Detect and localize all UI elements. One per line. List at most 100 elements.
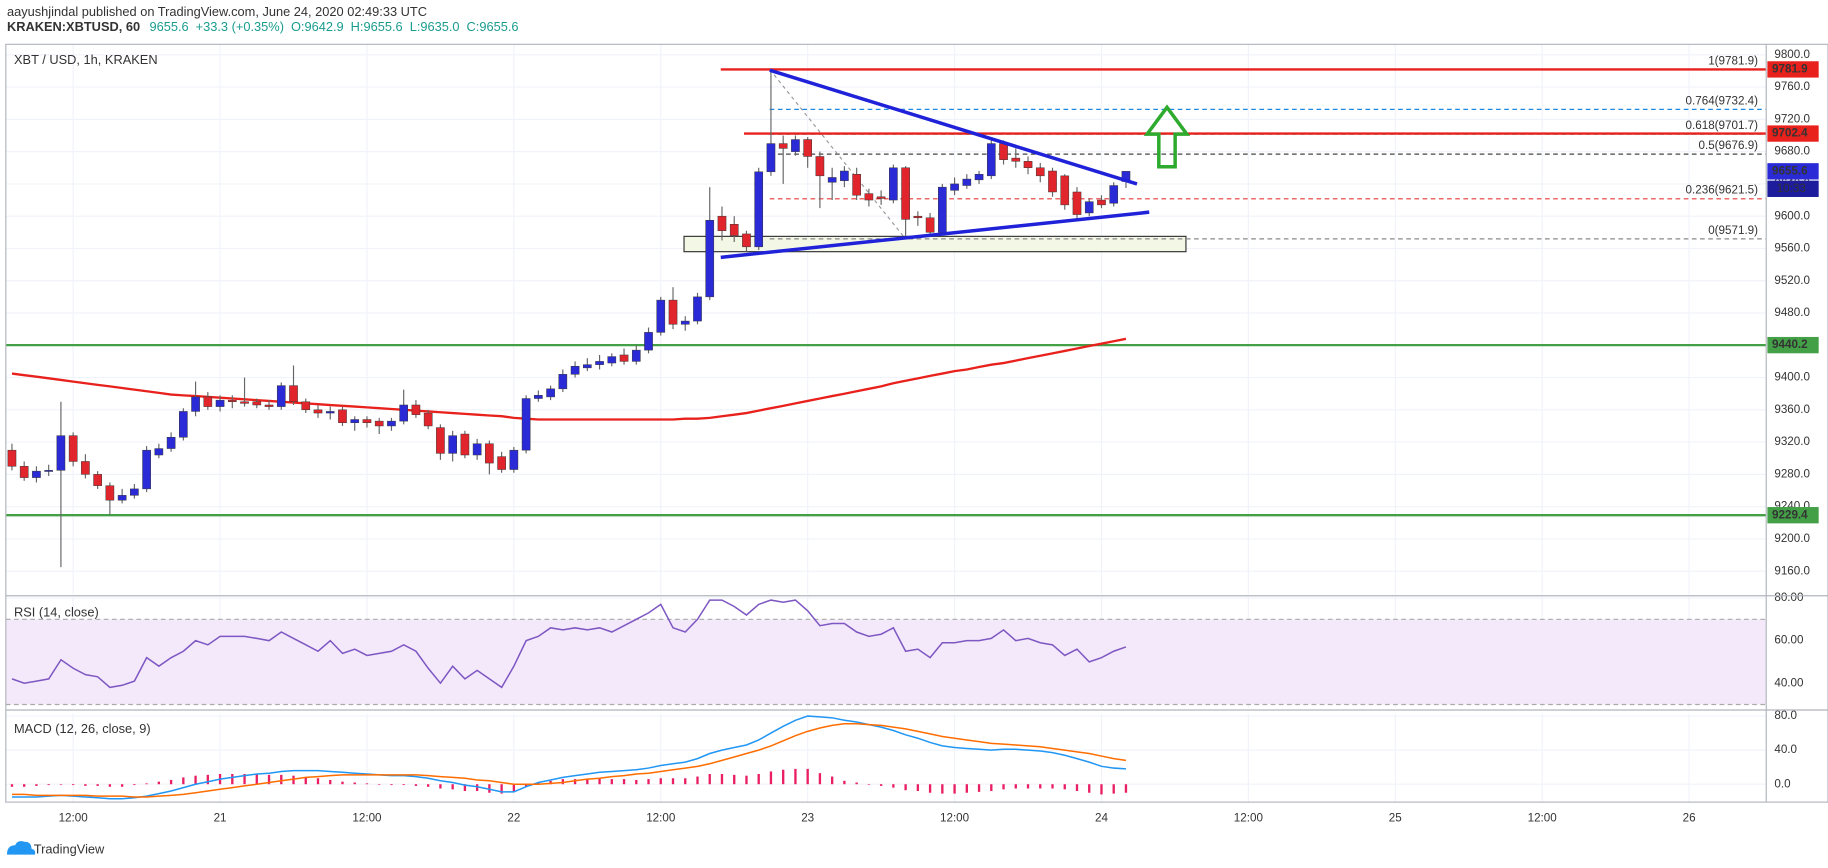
candle-body — [179, 411, 188, 438]
histogram-bar — [794, 768, 797, 785]
histogram-bar — [782, 769, 785, 785]
candle-body — [521, 398, 531, 451]
candle-body — [607, 356, 617, 364]
y-tick-label: 9320.0 — [1774, 435, 1810, 448]
pane-title: MACD (12, 26, close, 9) — [14, 721, 151, 736]
histogram-bar — [47, 784, 50, 786]
histogram-bar — [267, 774, 271, 785]
y-tick-label: 60.00 — [1774, 634, 1804, 647]
candle-body — [938, 186, 947, 233]
candle-body — [534, 395, 543, 399]
histogram-bar — [1112, 784, 1115, 794]
candle-body — [117, 495, 127, 501]
y-tick-label: 9560.0 — [1774, 242, 1810, 255]
histogram-bar — [573, 779, 577, 785]
x-tick-label: 24 — [1095, 812, 1108, 825]
countdown-label: 10:33 — [1777, 182, 1806, 195]
histogram-bar — [292, 775, 295, 785]
histogram-bar — [965, 784, 968, 793]
candle-body — [974, 173, 984, 181]
candle-body — [56, 435, 66, 471]
x-tick-label: 12:00 — [1234, 812, 1264, 825]
candle-body — [460, 433, 470, 456]
fib-label: 1(9781.9) — [1708, 54, 1758, 67]
candle-body — [791, 139, 800, 152]
fib-label: 0.764(9732.4) — [1686, 94, 1759, 107]
candle-body — [680, 320, 690, 325]
candle-body — [497, 456, 506, 470]
histogram-bar — [941, 784, 944, 794]
candle-body — [1109, 185, 1119, 204]
histogram-bar — [659, 778, 662, 785]
candle-body — [595, 361, 604, 365]
candle-body — [766, 143, 776, 173]
histogram-bar — [818, 773, 822, 785]
candle-body — [754, 171, 764, 248]
histogram-bar — [892, 784, 895, 788]
x-tick-label: 21 — [214, 812, 227, 825]
candle-body — [1011, 157, 1021, 162]
candle-body — [558, 374, 568, 390]
histogram-bar — [1063, 784, 1066, 790]
level-label: 9440.2 — [1772, 338, 1808, 351]
histogram-bar — [231, 773, 234, 785]
symbol-line: KRAKEN:XBTUSD, 60 9655.6 +33.3 (+0.35%) O:9… — [7, 19, 519, 34]
histogram-bar — [206, 774, 209, 785]
candle-body — [276, 385, 286, 407]
level-box — [1767, 61, 1819, 78]
candle-body — [81, 461, 90, 475]
candle-body — [289, 385, 298, 402]
candle-body — [325, 411, 335, 414]
histogram-bar — [622, 779, 626, 785]
histogram-bar — [586, 779, 589, 785]
histogram-bar — [280, 774, 283, 785]
candle-body — [423, 412, 433, 427]
fib-diagonal — [769, 69, 906, 240]
pane-title: RSI (14, close) — [14, 605, 99, 620]
fib-label: 0.5(9676.9) — [1699, 139, 1759, 152]
candle-body — [166, 437, 176, 449]
histogram-bar — [855, 782, 858, 785]
rsi-band — [5, 619, 1767, 705]
histogram-bar — [71, 784, 75, 786]
pane-title: XBT / USD, 1h, KRAKEN — [14, 52, 158, 67]
candle-body — [350, 419, 360, 423]
brand[interactable]: TradingView — [34, 841, 105, 856]
candle-body — [436, 427, 445, 454]
histogram-bar — [84, 784, 87, 786]
candle-body — [68, 435, 78, 462]
histogram-bar — [255, 773, 258, 785]
level-box — [1767, 336, 1819, 354]
histogram-bar — [1100, 784, 1103, 795]
histogram-bar — [769, 771, 773, 785]
fib-label: 0(9571.9) — [1708, 224, 1758, 237]
candle-body — [815, 156, 825, 177]
histogram-bar — [537, 782, 540, 785]
histogram-bar — [463, 784, 467, 792]
candle-body — [864, 193, 874, 201]
histogram-bar — [304, 777, 307, 785]
x-tick-label: 22 — [507, 812, 520, 825]
candle-body — [901, 167, 910, 220]
candle-body — [227, 399, 237, 402]
histogram-bar — [720, 773, 724, 785]
histogram-bar — [684, 778, 687, 785]
y-tick-label: 9200.0 — [1774, 532, 1810, 545]
histogram-bar — [182, 777, 185, 785]
histogram-bar — [635, 779, 638, 785]
histogram-bar — [10, 784, 14, 787]
histogram-bar — [488, 784, 491, 793]
frame — [5, 43, 1828, 803]
histogram-bar — [402, 784, 405, 786]
signal-line — [12, 723, 1127, 798]
candle-body — [44, 470, 53, 472]
candle-body — [778, 143, 788, 149]
candle-body — [374, 420, 384, 427]
open: O:9642.9 — [291, 19, 344, 34]
level-label: 9702.4 — [1772, 127, 1808, 140]
histogram-bar — [365, 783, 369, 785]
change: +33.3 (+0.35%) — [196, 19, 284, 34]
histogram-bar — [1075, 784, 1079, 792]
x-tick-label: 12:00 — [1528, 812, 1558, 825]
